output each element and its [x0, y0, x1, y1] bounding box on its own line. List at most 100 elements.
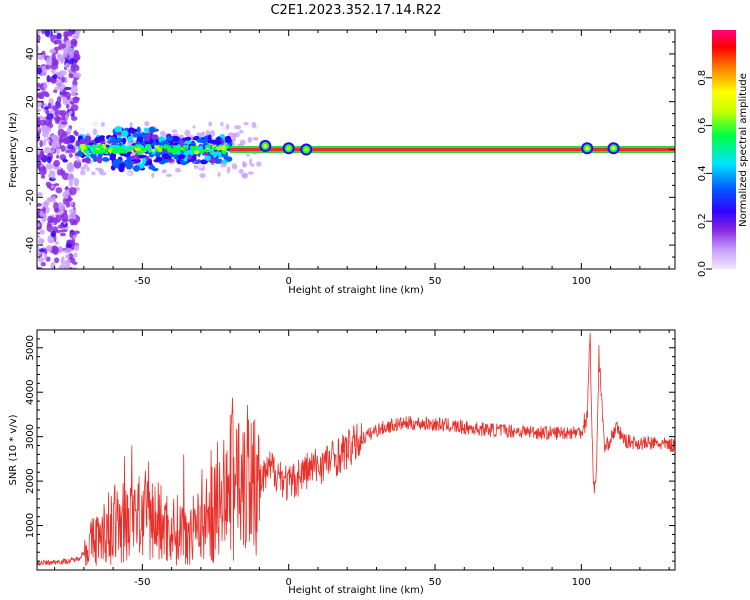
halo-speckle — [222, 126, 227, 130]
noise-speckle — [62, 191, 69, 200]
noise-speckle — [37, 163, 41, 169]
carrier-cell — [133, 165, 141, 172]
carrier-cell — [183, 150, 190, 155]
carrier-cell — [112, 144, 118, 148]
halo-speckle — [225, 124, 230, 130]
colorbar-tick-label: 0.6 — [697, 118, 708, 134]
halo-speckle — [247, 136, 253, 143]
noise-speckle — [53, 89, 58, 93]
halo-speckle — [234, 125, 242, 130]
noise-speckle — [45, 163, 54, 170]
noise-speckle — [53, 183, 60, 187]
carrier-cell — [208, 147, 213, 152]
noise-speckle — [65, 186, 69, 190]
snr-y-ticks: 1000 2000 3000 4000 5000 — [25, 335, 675, 562]
carrier-cell — [134, 144, 139, 148]
carrier-cell — [225, 156, 233, 162]
noise-speckle — [58, 109, 63, 116]
halo-speckle — [243, 121, 249, 126]
noise-speckle — [70, 115, 78, 121]
noise-speckle — [55, 214, 62, 223]
carrier-cell — [123, 159, 131, 165]
halo-speckle — [220, 122, 224, 127]
halo-speckle — [252, 136, 259, 141]
carrier-cell — [204, 155, 211, 161]
spectrogram-carrier — [74, 126, 675, 173]
y-tick-label: 1000 — [25, 513, 36, 538]
noise-speckle — [40, 261, 46, 267]
noise-speckle — [68, 110, 73, 115]
x-tick-label: -50 — [134, 577, 150, 588]
halo-speckle — [226, 166, 231, 174]
noise-speckle — [68, 153, 73, 158]
noise-speckle — [37, 33, 41, 43]
noise-speckle — [70, 84, 78, 94]
noise-speckle — [53, 201, 59, 211]
carrier-cell — [151, 148, 155, 153]
x-tick-label: 0 — [286, 276, 292, 287]
noise-speckle — [65, 254, 70, 259]
carrier-cell — [138, 154, 146, 159]
noise-speckle — [69, 51, 74, 59]
halo-speckle — [160, 130, 166, 137]
carrier-cell — [161, 154, 169, 159]
carrier-cell — [136, 146, 141, 151]
noise-speckle — [65, 137, 71, 145]
carrier-cell — [102, 156, 109, 162]
carrier-cell — [147, 149, 152, 153]
snr-panel: -50 0 50 100 1000 2000 3000 4000 5000 Height of… — [8, 329, 676, 596]
carrier-cell — [191, 155, 197, 161]
halo-speckle — [91, 171, 96, 176]
noise-speckle — [69, 57, 74, 65]
noise-speckle — [58, 43, 66, 49]
noise-speckle — [44, 146, 51, 154]
noise-speckle — [62, 249, 71, 254]
noise-speckle — [66, 95, 71, 101]
halo-speckle — [238, 168, 244, 175]
noise-speckle — [69, 100, 73, 105]
carrier-cell — [91, 144, 97, 149]
noise-speckle — [46, 113, 54, 120]
noise-speckle — [59, 232, 66, 237]
carrier-cell — [144, 137, 151, 142]
noise-speckle — [53, 159, 61, 167]
noise-speckle — [37, 52, 45, 61]
noise-speckle — [66, 239, 74, 245]
chart-title: C2E1.2023.352.17.14.R22 — [270, 3, 441, 18]
halo-speckle — [165, 173, 173, 178]
spectrogram-panel: -50 0 50 100 -40 -20 0 20 40 Height of straight… — [8, 29, 676, 296]
noise-speckle — [54, 30, 60, 34]
halo-speckle — [80, 166, 86, 170]
noise-speckle — [68, 186, 77, 196]
carrier-cell — [177, 153, 186, 160]
noise-speckle — [60, 202, 65, 210]
carrier-cell — [119, 162, 126, 169]
noise-speckle — [73, 130, 78, 135]
carrier-cell — [151, 134, 159, 140]
halo-speckle — [233, 132, 240, 138]
carrier-cell — [127, 127, 136, 134]
carrier-cell — [99, 135, 105, 139]
carrier-cell — [220, 145, 227, 150]
halo-speckle — [256, 161, 262, 167]
y-tick-label: 4000 — [25, 379, 36, 404]
x-tick-label: 100 — [572, 577, 591, 588]
snr-frame — [36, 329, 676, 571]
carrier-cell — [166, 135, 171, 141]
colorbar: 0.0 0.2 0.4 0.6 0.8 Normalized spectral ampl… — [697, 30, 749, 277]
halo-speckle — [242, 172, 248, 179]
halo-speckle — [184, 129, 191, 137]
noise-speckle — [37, 256, 45, 263]
noise-speckle — [49, 48, 56, 54]
halo-speckle — [201, 131, 206, 136]
noise-speckle — [73, 177, 80, 187]
y-tick-label: -40 — [25, 237, 36, 253]
noise-speckle — [68, 218, 75, 223]
carrier-cell — [182, 144, 187, 150]
colorbar-ticks: 0.0 0.2 0.4 0.6 0.8 — [697, 70, 712, 277]
carrier-cell — [122, 137, 127, 145]
colorbar-tick-label: 0.4 — [697, 165, 708, 181]
carrier-cell — [173, 147, 180, 153]
halo-speckle — [161, 169, 167, 174]
